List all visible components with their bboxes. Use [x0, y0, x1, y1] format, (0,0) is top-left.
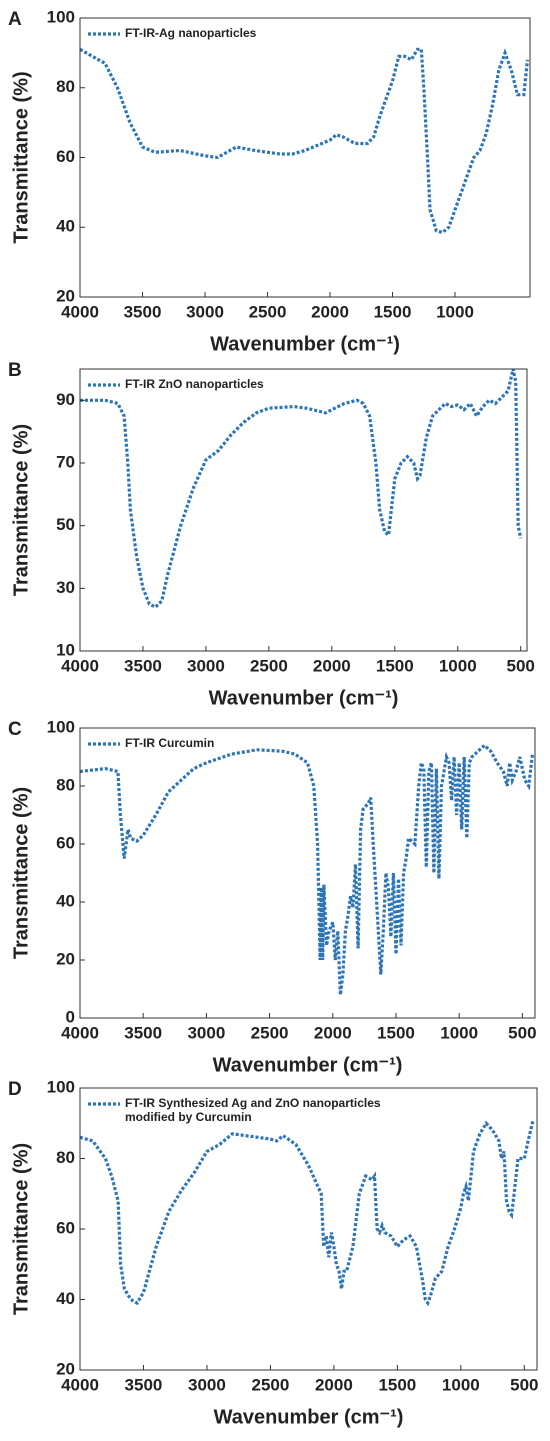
- y-tick-label: 60: [56, 147, 75, 166]
- legend-entry: FT-IR Curcumin: [125, 736, 215, 750]
- x-tick-label: 2500: [252, 1375, 290, 1394]
- y-tick-label: 10: [56, 640, 75, 659]
- y-tick-label: 50: [56, 515, 75, 534]
- legend-label: FT-IR Synthesized Ag and ZnO nanoparticl…: [125, 1096, 381, 1124]
- x-tick-label: 2500: [250, 656, 288, 675]
- panel-label: A: [8, 9, 22, 30]
- panel-label: C: [8, 719, 22, 740]
- y-tick-label: 90: [56, 390, 75, 409]
- x-axis-label: Wavenumber (cm⁻¹): [214, 1406, 404, 1428]
- x-tick-label: 3500: [124, 1023, 162, 1042]
- x-tick-label: 4000: [61, 302, 99, 321]
- legend-entry: FT-IR ZnO nanoparticles: [125, 377, 264, 391]
- x-tick-label: 1000: [439, 656, 477, 675]
- y-tick-label: 100: [47, 1077, 75, 1096]
- x-tick-label: 1500: [377, 1023, 415, 1042]
- y-tick-label: 80: [56, 775, 75, 794]
- y-tick-label: 60: [56, 833, 75, 852]
- spectrum-line: [80, 368, 523, 610]
- x-tick-label: 4000: [61, 1023, 99, 1042]
- x-tick-label: 3500: [125, 1375, 163, 1394]
- x-tick-label: 2000: [315, 1375, 353, 1394]
- y-tick-label: 0: [66, 1007, 75, 1026]
- y-tick-label: 20: [56, 1359, 75, 1378]
- y-tick-label: 40: [56, 891, 75, 910]
- y-tick-label: 100: [47, 717, 75, 736]
- x-tick-label: 1500: [374, 302, 412, 321]
- x-tick-label: 4000: [61, 1375, 99, 1394]
- y-axis-label: Transmittance (%): [10, 71, 32, 243]
- y-tick-label: 100: [47, 7, 75, 26]
- x-tick-label: 3000: [187, 656, 225, 675]
- x-tick-label: 1000: [442, 1375, 480, 1394]
- x-tick-label: 500: [508, 1023, 536, 1042]
- plot-frame: [79, 1087, 538, 1371]
- spectrum-line: [79, 1119, 535, 1307]
- x-tick-label: 1000: [436, 302, 474, 321]
- x-tick-label: 500: [507, 656, 535, 675]
- x-tick-label: 1500: [376, 656, 414, 675]
- y-tick-label: 80: [56, 77, 75, 96]
- x-tick-label: 2000: [311, 302, 349, 321]
- x-tick-label: 500: [510, 1375, 538, 1394]
- spectrum-line: [79, 743, 535, 995]
- y-axis-label: Transmittance (%): [10, 424, 32, 596]
- x-tick-label: 1000: [440, 1023, 478, 1042]
- y-tick-label: 30: [56, 578, 75, 597]
- x-tick-label: 4000: [61, 656, 99, 675]
- x-tick-label: 1500: [378, 1375, 416, 1394]
- legend-entry: FT-IR Synthesized Ag and ZnO nanoparticl…: [125, 1096, 381, 1124]
- y-tick-label: 80: [56, 1148, 75, 1167]
- x-tick-label: 3000: [188, 1375, 226, 1394]
- x-tick-label: 2000: [313, 656, 351, 675]
- x-tick-label: 3000: [187, 1023, 225, 1042]
- x-tick-label: 2500: [251, 1023, 289, 1042]
- x-tick-label: 3000: [186, 302, 224, 321]
- x-axis-label: Wavenumber (cm⁻¹): [213, 1054, 403, 1076]
- y-tick-label: 60: [56, 1218, 75, 1237]
- legend-label: FT-IR Curcumin: [125, 736, 215, 750]
- x-tick-label: 3500: [124, 656, 162, 675]
- y-tick-label: 20: [56, 949, 75, 968]
- y-tick-label: 20: [56, 286, 75, 305]
- x-tick-label: 2500: [249, 302, 287, 321]
- spectrum-line: [79, 47, 530, 235]
- panel-label: B: [8, 360, 22, 381]
- legend-entry: FT-IR-Ag nanoparticles: [125, 26, 257, 40]
- y-tick-label: 40: [56, 1289, 75, 1308]
- panel-label: D: [8, 1079, 22, 1100]
- y-axis-label: Transmittance (%): [10, 787, 32, 959]
- plot-frame: [79, 727, 536, 1019]
- y-tick-label: 40: [56, 217, 75, 236]
- y-tick-label: 70: [56, 452, 75, 471]
- x-axis-label: Wavenumber (cm⁻¹): [210, 333, 400, 355]
- plot-frame: [79, 368, 528, 652]
- x-tick-label: 3500: [124, 302, 162, 321]
- y-axis-label: Transmittance (%): [10, 1143, 32, 1315]
- legend-label: FT-IR-Ag nanoparticles: [125, 26, 257, 40]
- legend-label: FT-IR ZnO nanoparticles: [125, 377, 264, 391]
- x-tick-label: 2000: [314, 1023, 352, 1042]
- x-axis-label: Wavenumber (cm⁻¹): [209, 687, 399, 709]
